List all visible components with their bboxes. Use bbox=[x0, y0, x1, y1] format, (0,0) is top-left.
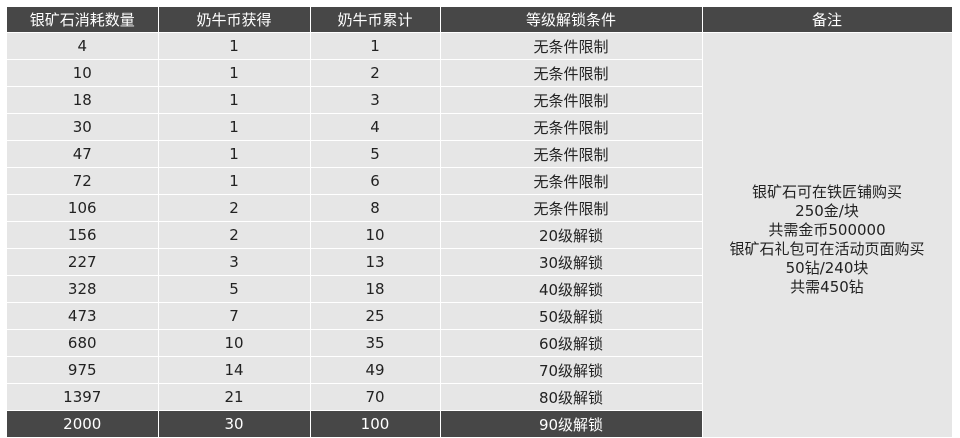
table-row: 975 14 49 70级解锁 bbox=[7, 356, 952, 384]
table-cell: 30级解锁 bbox=[440, 248, 703, 276]
table-cell: 49 bbox=[310, 356, 441, 384]
table-cell: 2000 bbox=[7, 410, 159, 438]
table-cell: 13 bbox=[310, 248, 441, 276]
table-cell: 70级解锁 bbox=[440, 356, 703, 384]
table-cell: 30 bbox=[7, 113, 159, 141]
table-cell: 72 bbox=[7, 167, 159, 195]
column-header: 银矿石消耗数量 bbox=[7, 7, 159, 33]
table-row: 30 1 4 无条件限制 bbox=[7, 113, 952, 141]
table-cell: 1 bbox=[158, 113, 311, 141]
table-cell: 25 bbox=[310, 302, 441, 330]
table-row: 4 1 1 无条件限制 银矿石可在铁匠铺购买 250金/块 共需金币500000 银矿石礼包可… bbox=[7, 32, 953, 438]
column-header: 奶牛币获得 bbox=[158, 7, 311, 33]
note-line: 共需金币500000 bbox=[768, 221, 886, 239]
table-row: 1397 21 70 80级解锁 bbox=[7, 383, 952, 411]
reward-table: 银矿石消耗数量 奶牛币获得 奶牛币累计 等级解锁条件 备注 4 1 1 无条件限制 银矿石可在铁… bbox=[7, 7, 953, 438]
table-cell: 无条件限制 bbox=[440, 113, 703, 141]
table-cell: 无条件限制 bbox=[440, 32, 703, 60]
table-cell: 1 bbox=[158, 167, 311, 195]
table-cell: 21 bbox=[158, 383, 311, 411]
table-cell: 3 bbox=[310, 86, 441, 114]
note-line: 银矿石礼包可在活动页面购买 bbox=[729, 240, 925, 258]
table-cell: 5 bbox=[158, 275, 311, 303]
table-cell: 106 bbox=[7, 194, 159, 222]
column-header: 等级解锁条件 bbox=[440, 7, 703, 33]
table-cell: 328 bbox=[7, 275, 159, 303]
table-cell: 100 bbox=[310, 410, 441, 438]
table-cell: 1 bbox=[158, 32, 311, 60]
table-cell: 无条件限制 bbox=[440, 140, 703, 168]
column-header: 备注 bbox=[702, 7, 953, 33]
table-row: 47 1 5 无条件限制 bbox=[7, 140, 952, 168]
table-row: 106 2 8 无条件限制 bbox=[7, 194, 952, 222]
table-row: 328 5 18 40级解锁 bbox=[7, 275, 952, 303]
table-row: 473 7 25 50级解锁 bbox=[7, 302, 952, 330]
table-row: 156 2 10 20级解锁 bbox=[7, 221, 952, 249]
column-header: 奶牛币累计 bbox=[310, 7, 441, 33]
table-cell: 14 bbox=[158, 356, 311, 384]
table-cell: 40级解锁 bbox=[440, 275, 703, 303]
table-cell: 473 bbox=[7, 302, 159, 330]
note-line: 共需450钻 bbox=[790, 278, 864, 296]
table-cell: 1 bbox=[158, 140, 311, 168]
table-cell: 680 bbox=[7, 329, 159, 357]
note-line: 银矿石可在铁匠铺购买 bbox=[751, 183, 902, 201]
table-cell: 10 bbox=[158, 329, 311, 357]
table-cell: 无条件限制 bbox=[440, 86, 703, 114]
table-cell: 1397 bbox=[7, 383, 159, 411]
table-cell: 7 bbox=[158, 302, 311, 330]
note-cell: 银矿石可在铁匠铺购买 250金/块 共需金币500000 银矿石礼包可在活动页面购买 5… bbox=[702, 32, 953, 438]
table-cell: 10 bbox=[310, 221, 441, 249]
table-cell: 5 bbox=[310, 140, 441, 168]
table-cell: 18 bbox=[7, 86, 159, 114]
table-cell: 2 bbox=[158, 194, 311, 222]
table-cell: 35 bbox=[310, 329, 441, 357]
table-cell: 1 bbox=[310, 32, 441, 60]
table-row: 227 3 13 30级解锁 bbox=[7, 248, 952, 276]
header-row: 银矿石消耗数量 奶牛币获得 奶牛币累计 等级解锁条件 备注 bbox=[7, 7, 953, 33]
table-cell: 156 bbox=[7, 221, 159, 249]
table-cell: 6 bbox=[310, 167, 441, 195]
table-cell: 4 bbox=[310, 113, 441, 141]
note-line: 50钻/240块 bbox=[785, 259, 869, 277]
table-row: 680 10 35 60级解锁 bbox=[7, 329, 952, 357]
table-cell: 无条件限制 bbox=[440, 167, 703, 195]
table-cell: 1 bbox=[158, 86, 311, 114]
table-cell: 60级解锁 bbox=[440, 329, 703, 357]
table-cell: 4 bbox=[7, 32, 159, 60]
table-cell: 227 bbox=[7, 248, 159, 276]
table-cell: 30 bbox=[158, 410, 311, 438]
table-cell: 975 bbox=[7, 356, 159, 384]
table-cell: 8 bbox=[310, 194, 441, 222]
table-cell: 2 bbox=[158, 221, 311, 249]
table-cell: 50级解锁 bbox=[440, 302, 703, 330]
table-cell: 18 bbox=[310, 275, 441, 303]
table-row: 72 1 6 无条件限制 bbox=[7, 167, 952, 195]
table-row: 10 1 2 无条件限制 bbox=[7, 59, 952, 87]
table-cell: 80级解锁 bbox=[440, 383, 703, 411]
table-cell: 无条件限制 bbox=[440, 194, 703, 222]
table-cell: 20级解锁 bbox=[440, 221, 703, 249]
table-cell: 2 bbox=[310, 59, 441, 87]
table-cell: 10 bbox=[7, 59, 159, 87]
table-row: 18 1 3 无条件限制 bbox=[7, 86, 952, 114]
note-line: 250金/块 bbox=[795, 202, 859, 220]
table-cell: 70 bbox=[310, 383, 441, 411]
table-cell: 无条件限制 bbox=[440, 59, 703, 87]
table-cell: 3 bbox=[158, 248, 311, 276]
table-cell: 90级解锁 bbox=[440, 410, 703, 438]
table-cell: 1 bbox=[158, 59, 311, 87]
table-cell: 47 bbox=[7, 140, 159, 168]
